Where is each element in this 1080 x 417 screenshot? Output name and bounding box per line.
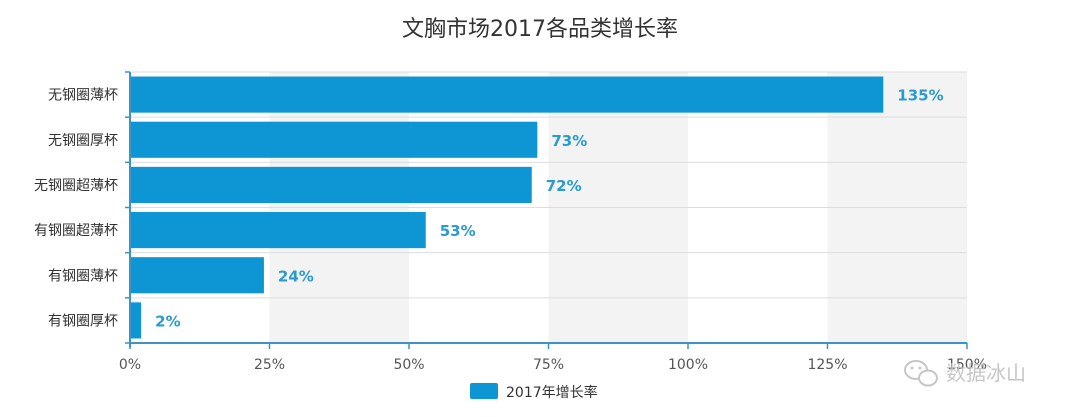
bar[interactable] (130, 302, 142, 339)
x-tick-label: 50% (393, 357, 424, 373)
legend-swatch (470, 383, 498, 399)
bar[interactable] (130, 166, 532, 203)
watermark: 数据冰山 (904, 360, 1026, 387)
data-label: 24% (278, 267, 314, 285)
category-label: 无钢圈厚杯 (48, 133, 118, 149)
category-label: 有钢圈薄杯 (48, 268, 118, 284)
category-label: 无钢圈超薄杯 (34, 178, 118, 194)
axes (125, 71, 968, 349)
data-label: 53% (440, 222, 476, 240)
category-label: 无钢圈薄杯 (48, 88, 118, 104)
legend[interactable]: 2017年增长率 (470, 383, 598, 401)
x-tick-label: 75% (533, 357, 564, 373)
grid-lines (130, 71, 967, 344)
x-tick-label: 125% (807, 357, 847, 373)
bar[interactable] (130, 257, 264, 294)
x-tick-label: 25% (254, 357, 285, 373)
tick-labels: 0% 25% 50% 75% 100% 125% 150% (119, 357, 987, 373)
watermark-text: 数据冰山 (946, 361, 1026, 385)
bar[interactable] (130, 212, 426, 249)
data-label: 73% (551, 132, 587, 150)
x-tick-label: 0% (119, 357, 141, 373)
legend-label: 2017年增长率 (506, 384, 598, 401)
x-tick-label: 100% (668, 357, 708, 373)
bar[interactable] (130, 76, 884, 113)
wechat-icon (904, 360, 938, 387)
category-label: 有钢圈超薄杯 (34, 223, 118, 239)
data-label: 2% (155, 312, 180, 330)
data-label: 135% (897, 87, 943, 105)
data-label: 72% (546, 177, 582, 195)
bar[interactable] (130, 121, 538, 158)
x-tick-label: 150% (947, 357, 987, 373)
chart-title: 文胸市场2017各品类增长率 (402, 17, 678, 42)
category-label: 有钢圈厚杯 (48, 313, 118, 329)
data-labels: 135% 73% 72% 53% 24% 2% (155, 87, 943, 331)
bars (130, 76, 884, 339)
